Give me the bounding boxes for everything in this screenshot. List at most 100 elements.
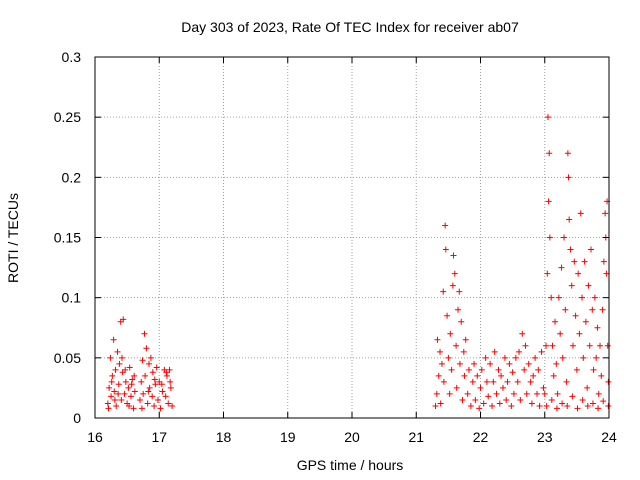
- data-point: [561, 234, 568, 241]
- y-tick-label: 0.3: [62, 49, 82, 65]
- data-point: [478, 366, 485, 373]
- data-point: [149, 369, 156, 376]
- data-point: [572, 312, 579, 319]
- data-point: [445, 354, 452, 361]
- data-point: [487, 360, 494, 367]
- data-point: [151, 376, 158, 383]
- data-point: [126, 364, 133, 371]
- data-point: [595, 405, 602, 412]
- data-point: [577, 210, 584, 217]
- data-point: [600, 398, 607, 405]
- data-point: [129, 376, 136, 383]
- data-point: [602, 210, 609, 217]
- data-point: [573, 366, 580, 373]
- y-tick-label: 0.2: [62, 169, 82, 185]
- data-point: [471, 360, 478, 367]
- data-point: [588, 246, 595, 253]
- data-point: [140, 390, 147, 397]
- x-tick-label: 24: [601, 429, 617, 445]
- data-point: [552, 318, 559, 325]
- data-point: [113, 402, 120, 409]
- data-point: [152, 381, 159, 388]
- data-point: [554, 390, 561, 397]
- y-tick-labels: 0 0.05 0.1 0.15 0.2 0.25 0.3: [54, 49, 81, 426]
- data-point: [550, 372, 557, 379]
- data-point: [118, 396, 125, 403]
- data-point: [540, 384, 547, 391]
- data-point: [162, 393, 169, 400]
- data-point: [543, 402, 550, 409]
- data-point: [121, 390, 128, 397]
- data-point: [451, 270, 458, 277]
- data-point: [541, 390, 548, 397]
- data-point: [570, 342, 577, 349]
- data-point: [589, 306, 596, 313]
- data-point: [461, 372, 468, 379]
- data-point: [456, 360, 463, 367]
- data-point: [125, 384, 132, 391]
- data-point: [521, 366, 528, 373]
- data-point: [498, 372, 505, 379]
- data-point: [438, 360, 445, 367]
- data-point: [130, 405, 137, 412]
- data-point: [584, 402, 591, 409]
- y-tick-label: 0.1: [62, 290, 82, 306]
- data-point: [108, 393, 115, 400]
- data-point: [567, 246, 574, 253]
- data-point: [593, 354, 600, 361]
- data-point: [563, 378, 570, 385]
- data-point: [105, 405, 112, 412]
- data-point: [604, 342, 611, 349]
- data-point: [490, 378, 497, 385]
- data-point: [503, 396, 510, 403]
- data-point: [467, 402, 474, 409]
- data-point: [474, 372, 481, 379]
- data-point: [104, 400, 111, 407]
- data-point: [437, 348, 444, 355]
- y-tick-label: 0.25: [54, 109, 81, 125]
- data-point: [142, 372, 149, 379]
- data-point: [558, 264, 565, 271]
- data-point: [107, 354, 114, 361]
- data-point: [591, 294, 598, 301]
- y-tick-label: 0.05: [54, 350, 81, 366]
- data-point: [586, 342, 593, 349]
- data-point: [545, 198, 552, 205]
- data-point: [163, 369, 170, 376]
- data-point: [141, 330, 148, 337]
- data-point: [571, 258, 578, 265]
- data-point: [169, 402, 176, 409]
- data-point: [115, 381, 122, 388]
- data-point: [580, 354, 587, 361]
- data-point: [131, 388, 138, 395]
- data-point: [534, 390, 541, 397]
- data-point: [528, 400, 535, 407]
- data-point: [114, 348, 121, 355]
- data-point: [138, 378, 145, 385]
- data-point: [109, 372, 116, 379]
- data-point: [600, 258, 607, 265]
- data-point: [597, 342, 604, 349]
- data-point: [516, 348, 523, 355]
- data-point: [495, 366, 502, 373]
- data-point: [589, 400, 596, 407]
- data-point: [167, 384, 174, 391]
- data-point: [106, 384, 113, 391]
- data-point: [459, 396, 466, 403]
- data-point: [559, 400, 566, 407]
- data-point: [525, 360, 532, 367]
- data-point: [501, 354, 508, 361]
- data-point: [111, 388, 118, 395]
- data-point: [450, 252, 457, 259]
- data-point: [598, 372, 605, 379]
- data-point: [595, 390, 602, 397]
- data-point: [122, 378, 129, 385]
- data-point: [455, 306, 462, 313]
- data-point: [523, 390, 530, 397]
- data-point: [559, 354, 566, 361]
- x-tick-label: 16: [87, 429, 103, 445]
- data-point: [462, 336, 469, 343]
- x-axis-title: GPS time / hours: [297, 457, 404, 473]
- data-point: [565, 174, 572, 181]
- data-point: [154, 396, 161, 403]
